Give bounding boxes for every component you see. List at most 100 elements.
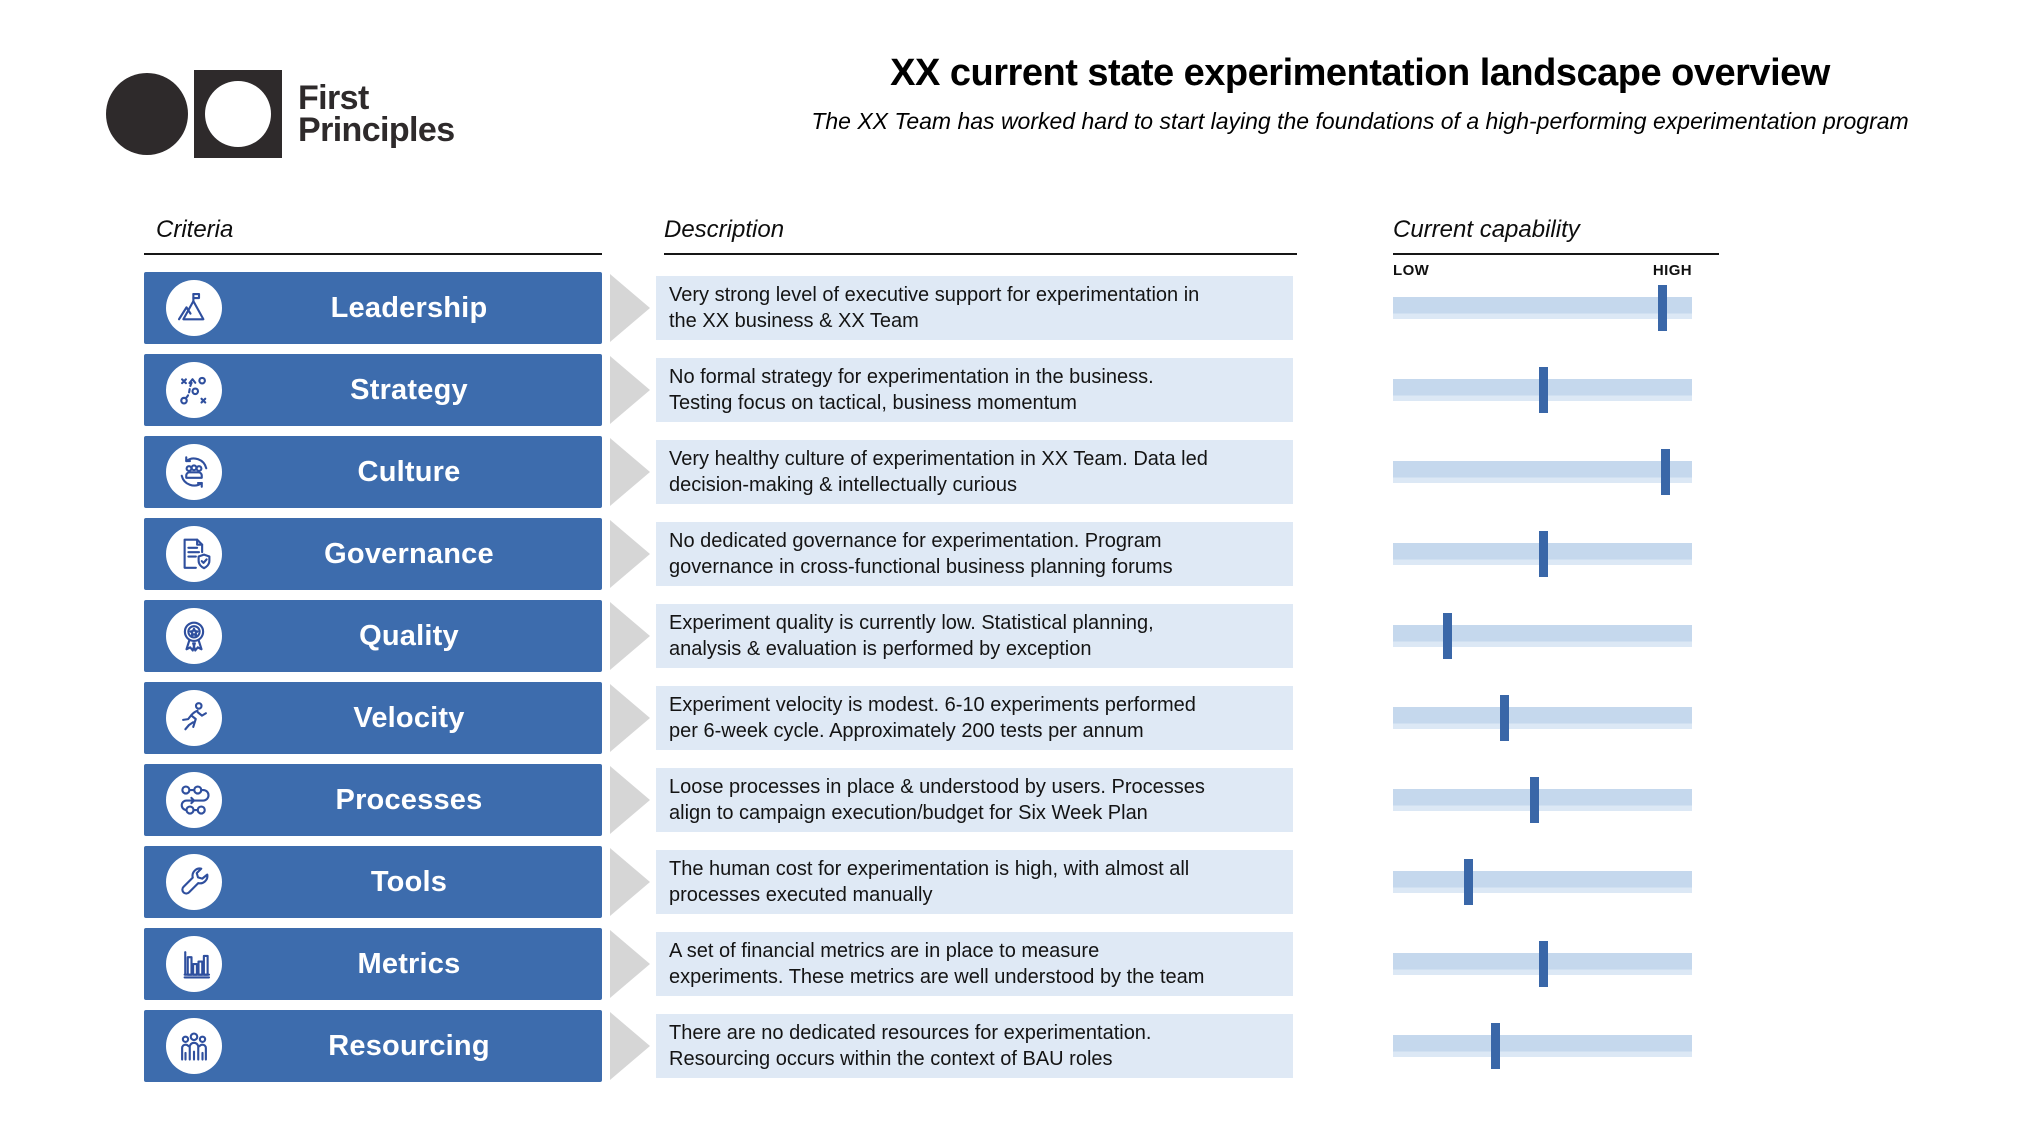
- description-line-1: Very strong level of executive support f…: [669, 284, 1200, 306]
- description-line-2: the XX business & XX Team: [669, 310, 919, 332]
- criteria-row: Leadership Very strong level of executiv…: [0, 272, 2018, 344]
- capability-track: [1393, 1035, 1692, 1057]
- capability-track: [1393, 461, 1692, 483]
- logo-word-first: First: [298, 78, 369, 117]
- right-arrow-icon: [610, 438, 650, 506]
- people-cycle-icon: [166, 444, 222, 500]
- logo-square-icon: [194, 70, 282, 158]
- logo-wordmark: First Principles: [298, 78, 455, 148]
- page-title: XX current state experimentation landsca…: [890, 52, 1830, 94]
- description-line-1: Experiment quality is currently low. Sta…: [669, 612, 1154, 634]
- capability-marker: [1442, 613, 1452, 659]
- description-column-header: Description: [664, 216, 1297, 255]
- criteria-label: Metrics: [357, 947, 461, 980]
- criteria-bar: Processes: [144, 764, 602, 836]
- capability-slider: [1393, 764, 1692, 836]
- description-line-2: analysis & evaluation is performed by ex…: [669, 638, 1092, 660]
- description-line-2: processes executed manually: [669, 884, 933, 906]
- description-line-1: Loose processes in place & understood by…: [669, 776, 1205, 798]
- criteria-column-header: Criteria: [144, 216, 602, 255]
- description-line-1: A set of financial metrics are in place …: [669, 940, 1100, 962]
- right-arrow-icon: [610, 1012, 650, 1080]
- criteria-bar: Leadership: [144, 272, 602, 344]
- criteria-row: Resourcing There are no dedicated resour…: [0, 1010, 2018, 1082]
- capability-marker: [1538, 531, 1548, 577]
- award-ribbon-icon: [166, 608, 222, 664]
- right-arrow-icon: [610, 684, 650, 752]
- capability-track: [1393, 871, 1692, 893]
- logo-dot-icon: [106, 73, 188, 155]
- criteria-row: Governance No dedicated governance for e…: [0, 518, 2018, 590]
- description-box: No formal strategy for experimentation i…: [656, 358, 1293, 422]
- criteria-label: Culture: [357, 455, 461, 488]
- capability-track: [1393, 625, 1692, 647]
- description-line-2: governance in cross-functional business …: [669, 556, 1173, 578]
- criteria-row: Velocity Experiment velocity is modest. …: [0, 682, 2018, 754]
- right-arrow-icon: [610, 356, 650, 424]
- right-arrow-icon: [610, 766, 650, 834]
- running-person-icon: [166, 690, 222, 746]
- capability-marker: [1529, 777, 1539, 823]
- description-box: There are no dedicated resources for exp…: [656, 1014, 1293, 1078]
- capability-slider: [1393, 518, 1692, 590]
- description-line-1: Experiment velocity is modest. 6-10 expe…: [669, 694, 1196, 716]
- wrench-icon: [166, 854, 222, 910]
- criteria-row: Quality Experiment quality is currently …: [0, 600, 2018, 672]
- description-line-1: No formal strategy for experimentation i…: [669, 366, 1154, 388]
- criteria-label: Leadership: [330, 291, 488, 324]
- document-shield-icon: [166, 526, 222, 582]
- mountain-flag-icon: [166, 280, 222, 336]
- criteria-row: Metrics A set of financial metrics are i…: [0, 928, 2018, 1000]
- capability-track: [1393, 789, 1692, 811]
- criteria-label: Strategy: [350, 373, 468, 406]
- capability-marker: [1538, 941, 1548, 987]
- capability-slider: [1393, 1010, 1692, 1082]
- capability-slider: [1393, 682, 1692, 754]
- capability-slider: [1393, 354, 1692, 426]
- description-box: Experiment velocity is modest. 6-10 expe…: [656, 686, 1293, 750]
- description-box: Experiment quality is currently low. Sta…: [656, 604, 1293, 668]
- description-box: Very healthy culture of experimentation …: [656, 440, 1293, 504]
- description-line-2: Resourcing occurs within the context of …: [669, 1048, 1113, 1070]
- capability-marker: [1661, 449, 1671, 495]
- description-line-1: No dedicated governance for experimentat…: [669, 530, 1162, 552]
- capability-marker: [1538, 367, 1548, 413]
- capability-marker: [1490, 1023, 1500, 1069]
- right-arrow-icon: [610, 848, 650, 916]
- description-line-1: There are no dedicated resources for exp…: [669, 1022, 1152, 1044]
- slide-header: XX current state experimentation landsca…: [760, 52, 1960, 135]
- right-arrow-icon: [610, 602, 650, 670]
- description-line-2: align to campaign execution/budget for S…: [669, 802, 1148, 824]
- capability-track: [1393, 707, 1692, 729]
- right-arrow-icon: [610, 274, 650, 342]
- description-line-1: The human cost for experimentation is hi…: [669, 858, 1190, 880]
- capability-slider: [1393, 928, 1692, 1000]
- criteria-bar: Governance: [144, 518, 602, 590]
- description-line-2: decision-making & intellectually curious: [669, 474, 1017, 496]
- criteria-bar: Metrics: [144, 928, 602, 1000]
- criteria-bar: Culture: [144, 436, 602, 508]
- criteria-rows: Leadership Very strong level of executiv…: [0, 272, 2018, 1092]
- right-arrow-icon: [610, 930, 650, 998]
- capability-slider: [1393, 436, 1692, 508]
- first-principles-logo: First Principles: [106, 70, 455, 158]
- criteria-label: Resourcing: [328, 1029, 490, 1062]
- criteria-label: Velocity: [353, 701, 465, 734]
- criteria-bar: Tools: [144, 846, 602, 918]
- capability-marker: [1463, 859, 1473, 905]
- criteria-bar: Velocity: [144, 682, 602, 754]
- capability-scale: LOW HIGH: [1393, 262, 1692, 279]
- description-line-2: experiments. These metrics are well unde…: [669, 966, 1205, 988]
- strategy-plan-icon: [166, 362, 222, 418]
- scale-low-label: LOW: [1393, 262, 1430, 279]
- scale-high-label: HIGH: [1652, 262, 1692, 279]
- criteria-row: Strategy No formal strategy for experime…: [0, 354, 2018, 426]
- description-line-1: Very healthy culture of experimentation …: [669, 448, 1208, 470]
- criteria-row: Processes Loose processes in place & und…: [0, 764, 2018, 836]
- criteria-label: Quality: [359, 619, 459, 652]
- capability-slider: [1393, 272, 1692, 344]
- criteria-row: Tools The human cost for experimentation…: [0, 846, 2018, 918]
- capability-slider: [1393, 846, 1692, 918]
- capability-track: [1393, 297, 1692, 319]
- description-box: Very strong level of executive support f…: [656, 276, 1293, 340]
